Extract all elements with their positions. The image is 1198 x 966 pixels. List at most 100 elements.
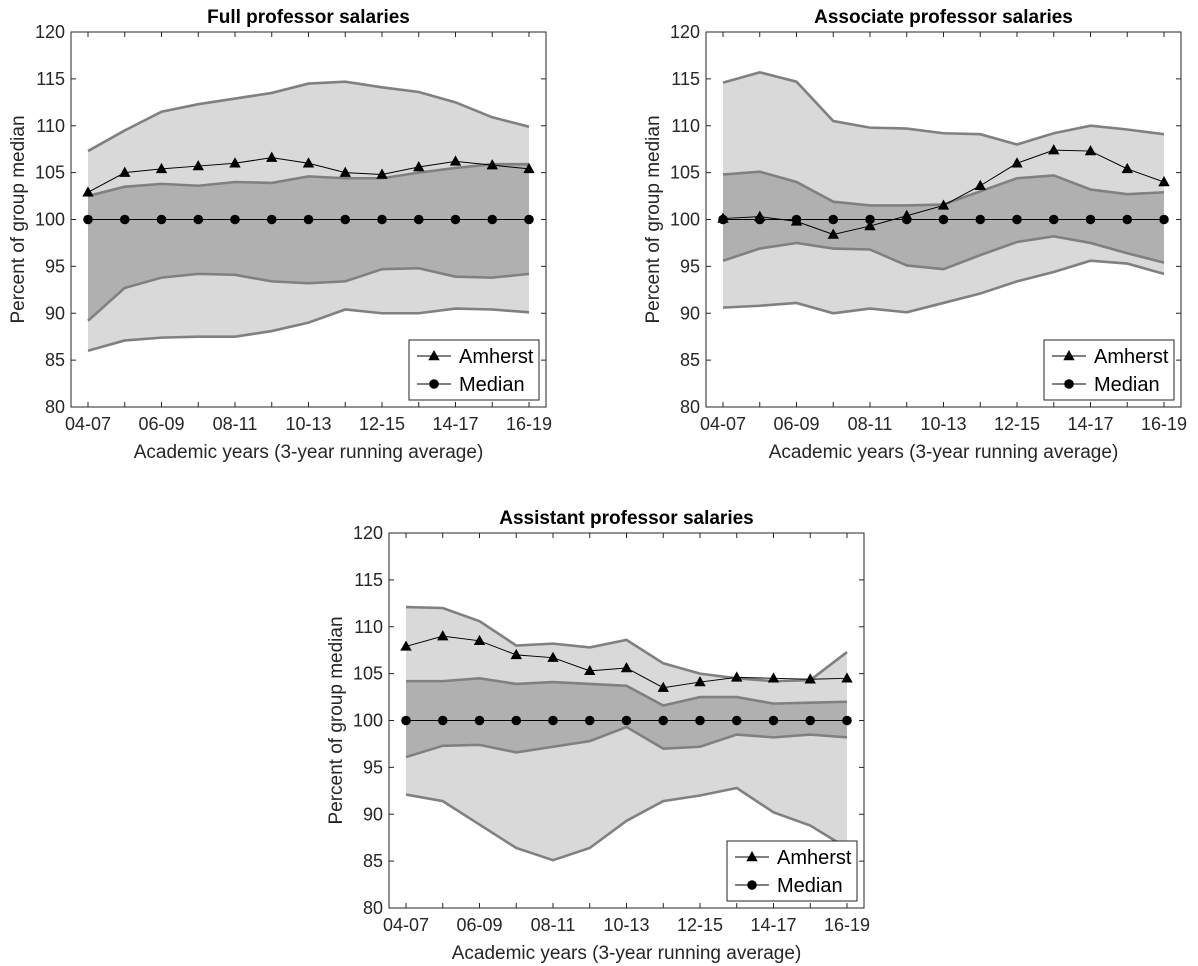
y-tick-label: 90 [45, 303, 65, 323]
y-tick-label: 110 [36, 116, 65, 136]
data-point-median [511, 715, 522, 726]
data-point-amherst [1121, 162, 1133, 174]
y-tick-label: 115 [671, 69, 700, 89]
band-edge-inner-lower [87, 266, 530, 322]
data-point-amherst [974, 179, 986, 190]
data-point-amherst [1011, 157, 1023, 168]
data-point-median [377, 214, 387, 225]
data-point-median [731, 715, 742, 726]
legend-label-median: Median [777, 875, 843, 897]
data-point-median [865, 214, 875, 225]
data-point-amherst [376, 168, 388, 179]
data-point-median [266, 214, 277, 225]
x-tick-label: 16-19 [1141, 414, 1187, 434]
x-tick-label: 12-15 [359, 414, 405, 434]
inner-range-band [88, 164, 529, 321]
legend-label-median: Median [459, 374, 525, 396]
data-point-amherst [1048, 144, 1060, 155]
legend: Amherst Median [726, 840, 858, 902]
data-point-median [303, 214, 314, 225]
y-tick-label: 90 [680, 303, 700, 323]
y-axis-label: Percent of group median [643, 115, 664, 323]
x-tick-label: 08-11 [848, 414, 893, 434]
data-point-median [1159, 214, 1169, 225]
data-point-median [754, 214, 765, 225]
data-point-median [791, 214, 802, 225]
data-point-amherst [841, 672, 853, 683]
x-tick-label: 04-07 [383, 915, 429, 935]
data-point-amherst [266, 151, 278, 162]
data-point-amherst [413, 161, 425, 172]
data-point-amherst [302, 157, 315, 168]
legend: Amherst Median [1043, 339, 1175, 401]
legend-triangle-icon [1063, 350, 1075, 361]
chart-panel-assistant: Assistant professor salaries 80 85 90 95 100 1… [326, 508, 870, 964]
data-point-amherst [82, 186, 94, 197]
x-axis-label: Academic years (3-year running average) [134, 442, 484, 463]
band-edge-outer-upper [87, 80, 530, 153]
legend-circle-icon [1064, 379, 1074, 389]
data-point-amherst [937, 199, 950, 210]
legend-label-median: Median [1094, 374, 1160, 396]
y-tick-label: 120 [35, 22, 65, 42]
y-tick-label: 100 [670, 210, 700, 230]
data-point-amherst [449, 155, 462, 166]
data-point-median [156, 214, 167, 225]
data-point-median [828, 214, 839, 225]
band-edge-inner-upper [406, 677, 848, 707]
data-point-median [584, 715, 595, 726]
legend-box [726, 840, 858, 902]
data-point-median [768, 715, 779, 726]
data-point-median [1122, 214, 1133, 225]
data-point-amherst [523, 162, 535, 174]
data-point-amherst [731, 671, 743, 682]
x-tick-label: 08-11 [213, 414, 258, 434]
legend-label-amherst: Amherst [459, 346, 534, 368]
y-tick-label: 85 [363, 851, 383, 871]
data-point-amherst [400, 640, 412, 651]
x-tick-label: 16-19 [506, 414, 552, 434]
data-point-median [83, 214, 93, 225]
x-tick-label: 10-13 [285, 414, 331, 434]
y-tick-label: 105 [35, 163, 65, 183]
legend-circle-icon [747, 880, 757, 890]
data-point-amherst [437, 630, 449, 641]
y-tick-label: 110 [671, 116, 700, 136]
y-tick-label: 105 [353, 664, 383, 684]
legend-triangle-icon [428, 350, 440, 361]
y-tick-label: 100 [35, 210, 65, 230]
band-edge-inner-lower [722, 235, 1165, 271]
data-point-amherst [473, 634, 486, 646]
x-tick-label: 12-15 [994, 414, 1040, 434]
x-axis-label: Academic years (3-year running average) [769, 442, 1119, 463]
y-tick-label: 95 [45, 256, 65, 276]
y-tick-label: 90 [363, 804, 383, 824]
x-tick-label: 06-09 [773, 414, 819, 434]
y-tick-label: 100 [353, 711, 383, 731]
y-tick-label: 80 [680, 397, 700, 417]
chart-panel-associate: Associate professor salaries 80 85 90 95 100 1… [643, 7, 1187, 463]
x-tick-label: 04-07 [65, 414, 111, 434]
x-tick-label: 06-09 [456, 915, 502, 935]
data-point-amherst [486, 159, 498, 170]
data-point-median [842, 715, 852, 726]
band-edge-outer-lower [87, 307, 530, 353]
data-point-median [119, 214, 130, 225]
x-tick-label: 14-17 [1067, 414, 1113, 434]
legend-triangle-icon [746, 851, 758, 862]
data-point-amherst [339, 166, 351, 177]
data-point-amherst [804, 673, 816, 684]
legend-label-amherst: Amherst [1094, 346, 1169, 368]
x-tick-label: 16-19 [824, 915, 870, 935]
data-point-amherst [155, 162, 168, 174]
y-tick-label: 105 [670, 163, 700, 183]
data-point-amherst [620, 662, 633, 673]
data-point-median [718, 214, 728, 225]
data-point-median [401, 715, 411, 726]
data-point-amherst [1158, 176, 1170, 187]
y-tick-label: 120 [353, 523, 383, 543]
y-tick-label: 85 [45, 350, 65, 370]
y-axis-label: Percent of group median [326, 616, 347, 824]
data-point-median [230, 214, 240, 225]
data-point-median [1048, 214, 1059, 225]
